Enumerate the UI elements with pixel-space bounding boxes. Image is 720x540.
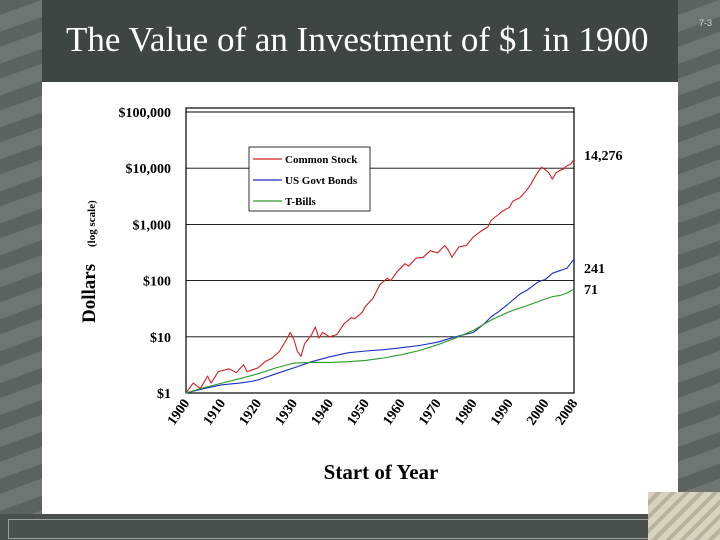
slide-title: The Value of an Investment of $1 in 1900 xyxy=(66,20,649,59)
right-decorative-stripes xyxy=(678,0,720,540)
gridlines xyxy=(186,111,574,394)
x-tick-label: 1990 xyxy=(488,397,516,429)
end-value-label: 241 xyxy=(584,262,605,277)
series-line-us-govt-bonds xyxy=(185,258,575,394)
x-axis-label: Start of Year xyxy=(324,460,439,484)
end-value-label: 71 xyxy=(584,283,598,298)
footer-frame xyxy=(8,519,650,539)
legend-item: T-Bills xyxy=(285,196,316,208)
x-tick-label: 1940 xyxy=(309,397,337,429)
x-tick-label: 1930 xyxy=(273,397,301,429)
x-tick-label: 1980 xyxy=(452,397,480,429)
legend-item: US Govt Bonds xyxy=(285,175,358,187)
y-tick-label: $100 xyxy=(143,275,171,290)
left-decorative-stripes xyxy=(0,0,42,540)
end-value-label: 14,276 xyxy=(584,149,623,164)
x-tick-label: 1950 xyxy=(345,397,373,429)
x-tick-label: 1960 xyxy=(380,397,408,429)
y-axis-scale-note: (log scale) xyxy=(86,200,98,247)
y-tick-label: $100,000 xyxy=(119,106,172,121)
legend-box xyxy=(248,146,371,212)
x-tick-label: 2000 xyxy=(524,397,552,429)
plot-frame xyxy=(185,107,575,394)
legend-item: Common Stock xyxy=(285,154,358,166)
x-tick-label: 1970 xyxy=(416,397,444,429)
y-tick-label: $1 xyxy=(157,387,171,402)
y-tick-label: $10,000 xyxy=(126,162,172,177)
y-tick-label: $10 xyxy=(150,331,171,346)
x-tick-label: 2008 xyxy=(553,397,581,429)
legend: Common Stock US Govt Bonds T-Bills xyxy=(248,146,371,212)
series-line-common-stock xyxy=(185,159,575,394)
y-tick-label: $1,000 xyxy=(133,218,172,233)
y-axis-label: Dollars xyxy=(79,264,100,323)
footer-bar xyxy=(0,514,720,540)
slide-number: 7-3 xyxy=(698,18,712,28)
corner-decoration xyxy=(648,492,720,540)
slide-header xyxy=(42,0,678,82)
series-line-t-bills xyxy=(185,288,575,394)
x-tick-label: 1920 xyxy=(237,397,265,429)
x-tick-label: 1910 xyxy=(201,397,229,429)
